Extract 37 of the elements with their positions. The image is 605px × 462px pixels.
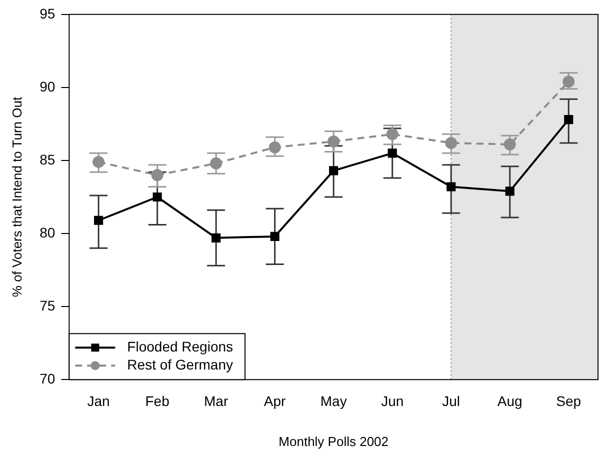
point xyxy=(388,148,397,158)
y-axis-title: % of Voters that Intend to Turn Out xyxy=(9,96,24,298)
point xyxy=(445,136,458,149)
point xyxy=(151,169,164,182)
point xyxy=(562,76,575,88)
y-tick-label: 75 xyxy=(40,297,56,314)
x-tick-label: Feb xyxy=(145,392,170,409)
point xyxy=(386,128,398,140)
x-tick-label: Jun xyxy=(381,392,404,409)
legend-label: Rest of Germany xyxy=(127,356,233,372)
point xyxy=(94,216,104,225)
point xyxy=(504,138,516,150)
x-tick-label: Mar xyxy=(204,392,228,409)
y-tick-label: 80 xyxy=(40,224,56,240)
x-tick-label: May xyxy=(320,392,347,409)
point xyxy=(212,233,221,242)
point xyxy=(564,115,574,124)
point xyxy=(446,182,456,192)
point xyxy=(270,232,280,241)
point xyxy=(152,192,162,202)
legend-label: Flooded Regions xyxy=(127,338,234,354)
x-tick-label: Sep xyxy=(556,392,582,409)
x-axis-title: Monthly Polls 2002 xyxy=(278,434,389,449)
y-tick-label: 70 xyxy=(40,370,56,386)
point xyxy=(92,156,105,168)
x-tick-label: Aug xyxy=(497,392,522,409)
point xyxy=(505,186,514,196)
y-tick-label: 85 xyxy=(40,151,56,168)
point xyxy=(210,157,222,170)
x-tick-label: Apr xyxy=(264,392,286,409)
y-tick-label: 90 xyxy=(40,78,56,94)
point xyxy=(268,141,281,154)
point xyxy=(329,166,338,176)
x-tick-label: Jan xyxy=(87,392,110,409)
x-tick-label: Jul xyxy=(442,392,460,409)
y-tick-label: 95 xyxy=(40,5,56,22)
point xyxy=(328,135,340,148)
